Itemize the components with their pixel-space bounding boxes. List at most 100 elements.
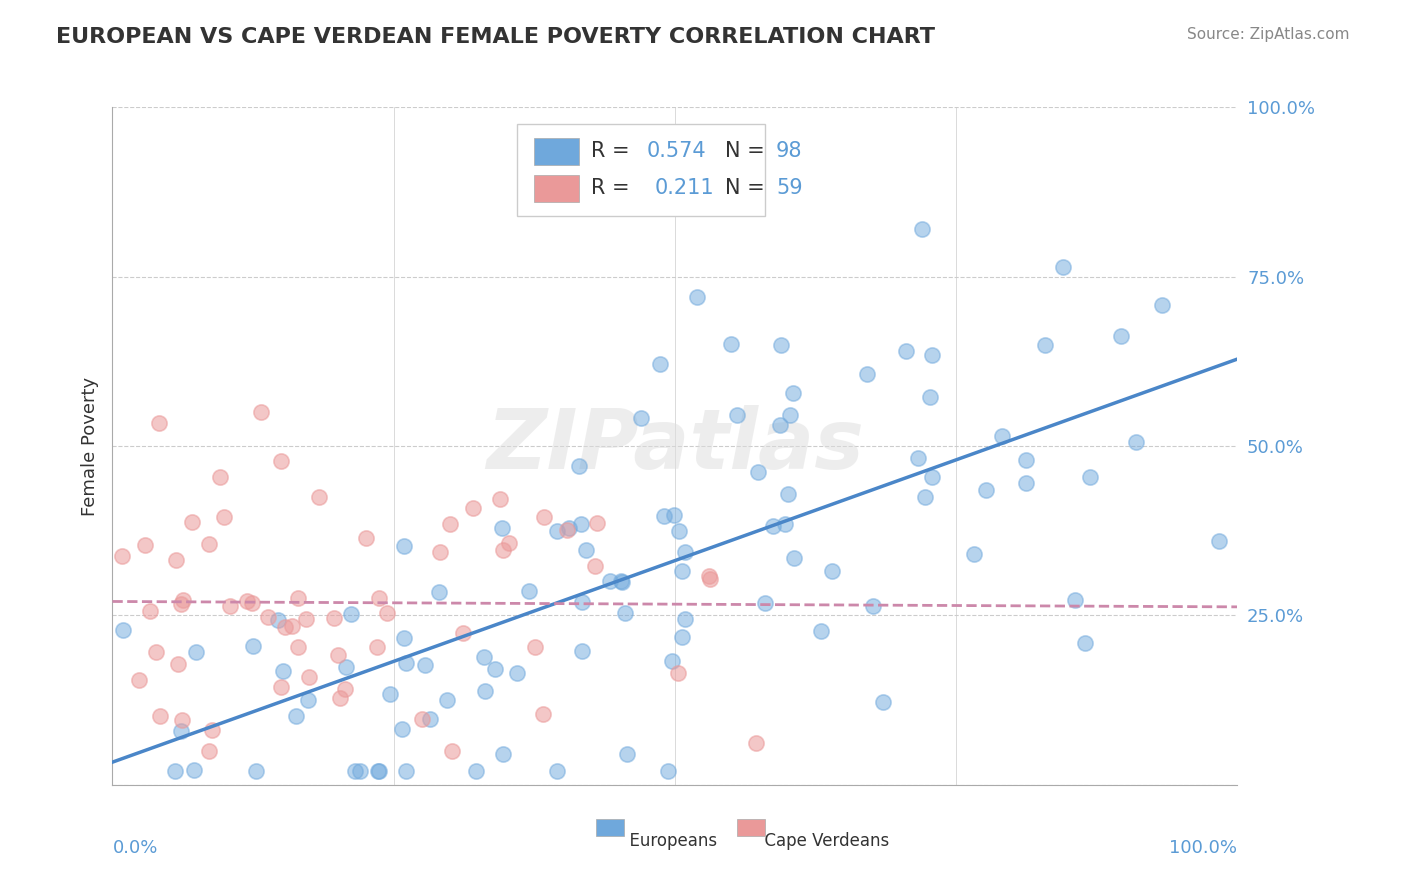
Point	[167, 657, 190, 671]
Point	[464, 764, 486, 779]
Point	[569, 517, 592, 532]
Point	[208, 470, 231, 484]
Point	[170, 597, 193, 611]
Point	[610, 575, 633, 590]
Point	[609, 574, 631, 588]
Point	[821, 564, 844, 578]
Point	[856, 367, 879, 381]
FancyBboxPatch shape	[534, 137, 579, 165]
Point	[779, 408, 801, 422]
Point	[295, 611, 318, 625]
Point	[652, 508, 675, 523]
Point	[571, 644, 593, 658]
Point	[395, 656, 418, 670]
Point	[778, 487, 800, 501]
Point	[186, 644, 208, 658]
Point	[671, 564, 693, 578]
Point	[201, 723, 224, 738]
Point	[744, 736, 766, 750]
Point	[911, 222, 934, 236]
Point	[249, 405, 271, 419]
Point	[1015, 475, 1038, 490]
Point	[429, 544, 451, 558]
Point	[472, 650, 495, 665]
Point	[297, 693, 319, 707]
Point	[783, 551, 806, 566]
Point	[650, 357, 672, 371]
Point	[491, 747, 513, 761]
Point	[699, 572, 721, 586]
Text: Source: ZipAtlas.com: Source: ZipAtlas.com	[1187, 27, 1350, 42]
Point	[181, 516, 204, 530]
Point	[284, 709, 307, 723]
Point	[1074, 636, 1097, 650]
Point	[218, 599, 240, 614]
Point	[380, 687, 402, 701]
Point	[697, 569, 720, 583]
Point	[413, 658, 436, 673]
Point	[270, 454, 292, 468]
Point	[531, 706, 554, 721]
Point	[366, 640, 388, 654]
Point	[148, 417, 170, 431]
Point	[111, 549, 134, 563]
Point	[630, 410, 652, 425]
Point	[661, 654, 683, 668]
Point	[138, 604, 160, 618]
Point	[616, 747, 638, 761]
Point	[907, 451, 929, 466]
Point	[1208, 534, 1230, 549]
Point	[377, 606, 399, 620]
Point	[198, 744, 221, 758]
Point	[568, 458, 591, 473]
Point	[274, 620, 297, 634]
Point	[782, 386, 804, 401]
Point	[343, 764, 366, 779]
Point	[1052, 260, 1074, 274]
Point	[367, 764, 389, 779]
Point	[1015, 452, 1038, 467]
Point	[333, 681, 356, 696]
Text: 100.0%: 100.0%	[1170, 839, 1237, 857]
Point	[921, 348, 943, 362]
Text: 59: 59	[776, 178, 803, 198]
Point	[546, 524, 568, 539]
Point	[134, 538, 156, 552]
Point	[427, 585, 450, 599]
Point	[335, 660, 357, 674]
FancyBboxPatch shape	[596, 819, 624, 836]
Point	[862, 599, 884, 613]
Point	[810, 624, 832, 639]
Point	[747, 466, 769, 480]
Point	[172, 592, 194, 607]
Point	[491, 521, 513, 535]
Text: Cape Verdeans: Cape Verdeans	[754, 832, 889, 850]
Point	[918, 390, 941, 404]
Point	[163, 764, 186, 779]
Point	[441, 744, 464, 758]
Text: EUROPEAN VS CAPE VERDEAN FEMALE POVERTY CORRELATION CHART: EUROPEAN VS CAPE VERDEAN FEMALE POVERTY …	[56, 27, 935, 46]
Point	[394, 539, 416, 553]
Point	[439, 516, 461, 531]
Point	[323, 611, 346, 625]
Point	[613, 606, 636, 620]
Point	[395, 764, 418, 779]
Point	[1109, 329, 1132, 343]
Point	[990, 429, 1012, 443]
Point	[172, 713, 194, 727]
Point	[872, 696, 894, 710]
Point	[214, 509, 236, 524]
Point	[463, 500, 485, 515]
Text: N =: N =	[725, 141, 772, 161]
Text: 0.574: 0.574	[647, 141, 706, 161]
Point	[523, 640, 546, 655]
Point	[533, 510, 555, 524]
Point	[165, 553, 187, 567]
Point	[368, 764, 391, 779]
Point	[267, 613, 290, 627]
Point	[240, 596, 263, 610]
Point	[349, 764, 371, 779]
Point	[242, 639, 264, 653]
Point	[492, 543, 515, 558]
Point	[666, 666, 689, 681]
